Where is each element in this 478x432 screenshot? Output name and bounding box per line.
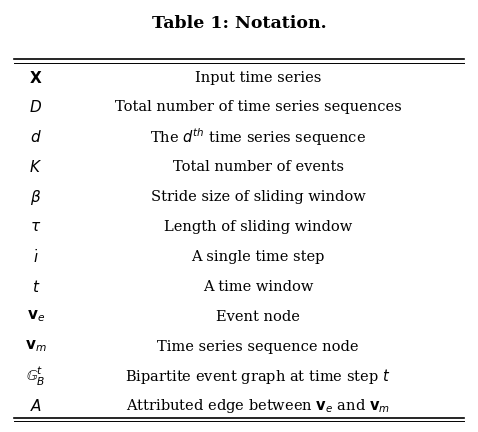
Text: $\mathbf{X}$: $\mathbf{X}$	[29, 70, 43, 86]
Text: $\mathbb{G}^t_B$: $\mathbb{G}^t_B$	[26, 365, 45, 388]
Text: $t$: $t$	[32, 279, 40, 295]
Text: A time window: A time window	[203, 280, 313, 294]
Text: Bipartite event graph at time step $t$: Bipartite event graph at time step $t$	[125, 367, 391, 386]
Text: Length of sliding window: Length of sliding window	[164, 220, 352, 234]
Text: $\mathbf{v}_e$: $\mathbf{v}_e$	[27, 309, 45, 324]
Text: Attributed edge between $\mathbf{v}_e$ and $\mathbf{v}_m$: Attributed edge between $\mathbf{v}_e$ a…	[126, 397, 390, 415]
Text: Total number of events: Total number of events	[173, 160, 344, 174]
Text: $K$: $K$	[29, 159, 43, 175]
Text: $d$: $d$	[30, 129, 42, 145]
Text: The $d^{th}$ time series sequence: The $d^{th}$ time series sequence	[150, 127, 366, 148]
Text: Input time series: Input time series	[195, 70, 321, 85]
Text: $\beta$: $\beta$	[30, 187, 42, 206]
Text: $A$: $A$	[30, 398, 42, 414]
Text: Table 1: Notation.: Table 1: Notation.	[152, 15, 326, 32]
Text: $\tau$: $\tau$	[30, 220, 42, 234]
Text: $D$: $D$	[29, 99, 43, 115]
Text: Time series sequence node: Time series sequence node	[157, 340, 359, 353]
Text: A single time step: A single time step	[191, 250, 325, 264]
Text: $\dot{\imath}$: $\dot{\imath}$	[33, 248, 39, 266]
Text: $\mathbf{v}_m$: $\mathbf{v}_m$	[25, 339, 47, 354]
Text: Total number of time series sequences: Total number of time series sequences	[115, 101, 402, 114]
Text: Event node: Event node	[216, 310, 300, 324]
Text: Stride size of sliding window: Stride size of sliding window	[151, 190, 366, 204]
